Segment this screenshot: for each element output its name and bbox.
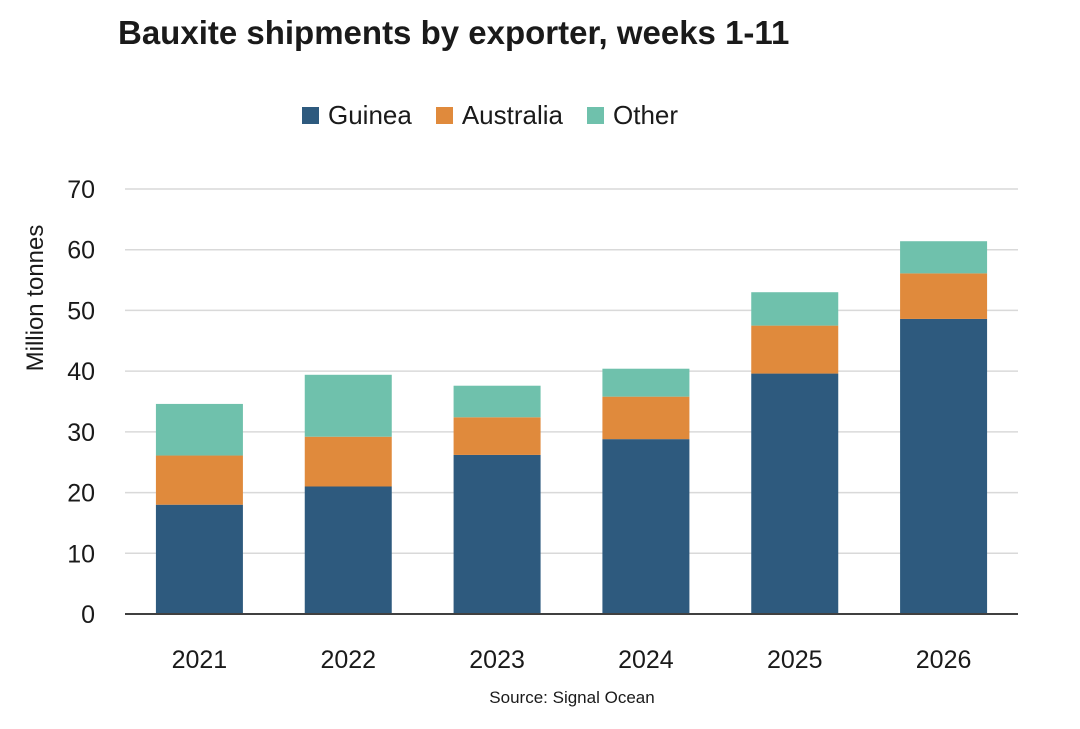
- legend-label-guinea: Guinea: [328, 100, 412, 130]
- x-tick-label: 2024: [618, 646, 674, 674]
- x-tick-label: 2021: [172, 646, 228, 674]
- bar-segment-australia: [602, 396, 690, 440]
- bar-segment-other: [304, 374, 392, 437]
- legend-item-guinea: Guinea: [302, 100, 412, 131]
- chart-title: Bauxite shipments by exporter, weeks 1-1…: [118, 14, 790, 51]
- bar-segment-guinea: [602, 439, 690, 614]
- bar-segment-guinea: [900, 318, 988, 614]
- bar-segment-other: [751, 292, 839, 326]
- legend-swatch-australia: [435, 107, 453, 124]
- bar-segment-australia: [453, 417, 541, 455]
- bar-segment-other: [155, 403, 243, 456]
- y-tick-label: 70: [67, 176, 95, 204]
- y-tick-label: 30: [67, 419, 95, 447]
- bar-segment-australia: [304, 436, 392, 487]
- legend-swatch-guinea: [302, 107, 319, 124]
- x-tick-label: 2025: [767, 646, 823, 674]
- bar-segment-other: [602, 368, 690, 397]
- bar-segment-australia: [155, 455, 243, 505]
- x-tick-label: 2023: [469, 646, 525, 674]
- legend: Guinea Australia Other: [302, 100, 702, 131]
- legend-label-other: Other: [613, 100, 679, 130]
- y-tick-label: 10: [67, 540, 95, 568]
- legend-swatch-other: [587, 107, 604, 124]
- y-tick-label: 60: [67, 237, 95, 265]
- legend-item-other: Other: [587, 100, 678, 131]
- bar-segment-guinea: [155, 504, 243, 614]
- bar-segment-guinea: [304, 486, 392, 614]
- y-tick-label: 20: [67, 480, 95, 508]
- y-tick-label: 50: [67, 297, 95, 325]
- bar-segment-other: [453, 385, 541, 418]
- bar-segment-guinea: [453, 454, 541, 614]
- legend-label-australia: Australia: [461, 100, 563, 130]
- bar-segment-australia: [900, 273, 988, 319]
- legend-item-australia: Australia: [435, 100, 563, 131]
- bar-segment-guinea: [751, 373, 839, 614]
- source-note: Source: Signal Ocean: [489, 688, 655, 707]
- x-tick-label: 2022: [320, 646, 376, 674]
- y-tick-label: 0: [81, 601, 95, 629]
- bar-segment-other: [900, 241, 988, 274]
- y-tick-label: 40: [67, 358, 95, 386]
- bar-segment-australia: [751, 325, 839, 374]
- x-tick-label: 2026: [916, 646, 972, 674]
